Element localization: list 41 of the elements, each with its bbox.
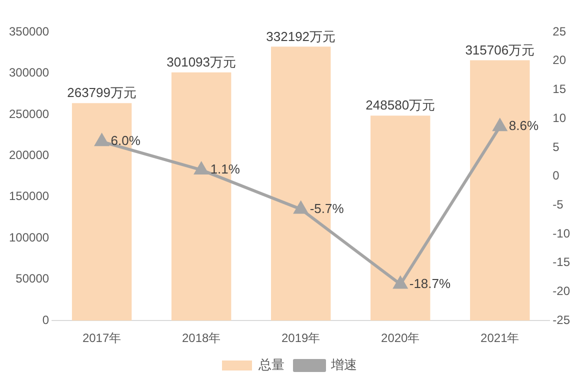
- point: [194, 162, 208, 174]
- y-tick-label: 0: [42, 312, 50, 327]
- x-tick-label: 2017年: [82, 331, 122, 346]
- x-tick-label: 2018年: [182, 331, 221, 346]
- y-tick-label: 100000: [8, 230, 50, 244]
- y2-tick-label: 20: [552, 53, 566, 68]
- y2-tick-label: 0: [552, 168, 560, 183]
- data-label: -18.7%: [409, 276, 452, 291]
- legend-label: 总量: [258, 357, 284, 372]
- data-label: 263799万元: [67, 85, 136, 100]
- y2-tick-label: -10: [552, 226, 570, 240]
- data-label: 8.6%: [508, 118, 539, 134]
- y2-tick-label: -5: [552, 197, 564, 212]
- legend-label: 增速: [330, 357, 357, 372]
- y2-tick-label: 25: [552, 24, 566, 38]
- y-tick-label: 150000: [8, 189, 50, 204]
- y2-tick-label: -20: [552, 284, 570, 298]
- y2-tick-label: -15: [552, 255, 570, 270]
- data-label: 301093万元: [166, 54, 236, 70]
- data-label: 332192万元: [266, 28, 336, 44]
- point: [493, 119, 507, 132]
- y2-tick-label: 15: [552, 82, 566, 96]
- point: [394, 276, 408, 289]
- data-label: 315706万元: [465, 42, 535, 58]
- data-label: 6.0%: [110, 133, 141, 148]
- point: [95, 134, 108, 146]
- data-label: 248580万元: [366, 98, 436, 113]
- x-tick-label: 2020年: [381, 331, 420, 346]
- y-tick-label: 350000: [8, 24, 50, 38]
- y2-tick-label: -25: [552, 312, 570, 327]
- y-tick-label: 50000: [16, 272, 50, 286]
- y2-tick-label: 10: [552, 110, 566, 125]
- data-label: 1.1%: [210, 162, 240, 177]
- data-label: -5.7%: [310, 200, 344, 216]
- x-tick-label: 2021年: [480, 331, 520, 346]
- y-tick-label: 250000: [8, 106, 50, 121]
- x-tick-label: 2019年: [282, 331, 320, 346]
- y-tick-label: 300000: [8, 66, 50, 80]
- point: [294, 202, 308, 214]
- y-tick-label: 200000: [8, 148, 50, 162]
- y2-tick-label: 5: [552, 140, 560, 154]
